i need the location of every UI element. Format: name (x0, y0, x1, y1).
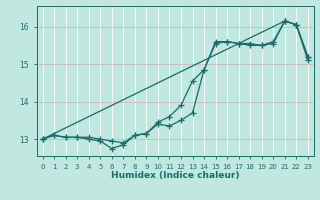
X-axis label: Humidex (Indice chaleur): Humidex (Indice chaleur) (111, 171, 239, 180)
